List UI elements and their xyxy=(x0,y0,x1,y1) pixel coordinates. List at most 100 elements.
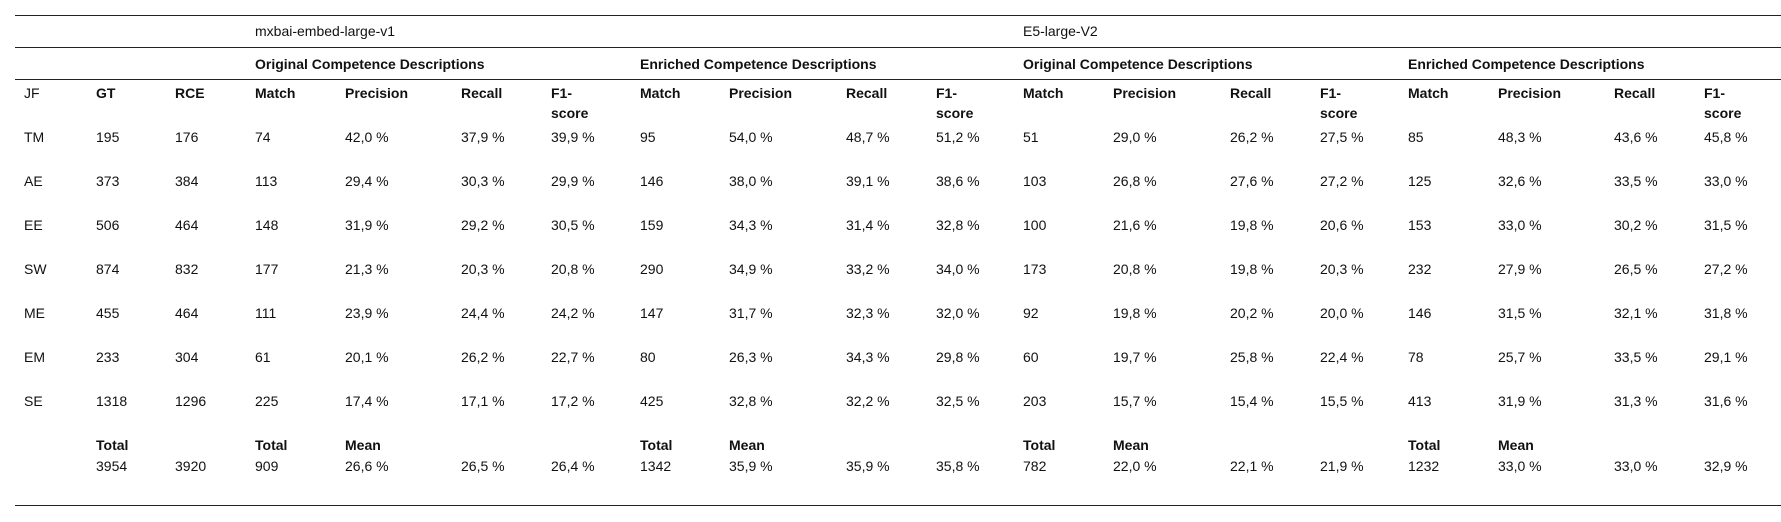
table-cell: 27,5 % xyxy=(1320,129,1364,145)
table-cell: 39,9 % xyxy=(551,129,595,145)
table-cell: 26,2 % xyxy=(461,349,505,365)
table-cell: 20,1 % xyxy=(345,349,389,365)
table-cell: 19,8 % xyxy=(1230,261,1274,277)
column-header: Match xyxy=(640,85,681,101)
table-cell: 31,3 % xyxy=(1614,393,1658,409)
table-cell: 20,8 % xyxy=(1113,261,1157,277)
summary-label: Mean xyxy=(1113,437,1149,453)
model-label-mxbai: mxbai-embed-large-v1 xyxy=(255,23,396,39)
table-cell: 21,3 % xyxy=(345,261,389,277)
table-cell: 177 xyxy=(255,261,279,277)
table-cell: 15,4 % xyxy=(1230,393,1274,409)
summary-cell: 1342 xyxy=(640,458,672,474)
table-cell: 464 xyxy=(175,217,199,233)
column-header: Precision xyxy=(1113,85,1177,101)
table-cell: 39,1 % xyxy=(846,173,890,189)
summary-label: Total xyxy=(255,437,288,453)
table-cell: 22,4 % xyxy=(1320,349,1364,365)
table-cell: 31,8 % xyxy=(1704,305,1748,321)
table-cell: 26,8 % xyxy=(1113,173,1157,189)
table-cell: 29,1 % xyxy=(1704,349,1748,365)
table-cell: 384 xyxy=(175,173,199,189)
table-cell: 24,4 % xyxy=(461,305,505,321)
table-cell: 1318 xyxy=(96,393,128,409)
table-cell: 17,2 % xyxy=(551,393,595,409)
summary-cell: 22,0 % xyxy=(1113,458,1157,474)
table-cell: 31,9 % xyxy=(1498,393,1542,409)
summary-cell: 32,9 % xyxy=(1704,458,1748,474)
row-label: EM xyxy=(24,349,45,365)
summary-label: Total xyxy=(1408,437,1441,453)
model-label-e5: E5-large-V2 xyxy=(1023,23,1098,39)
table-cell: 32,1 % xyxy=(1614,305,1658,321)
table-cell: 304 xyxy=(175,349,199,365)
column-header: JF xyxy=(24,85,40,101)
table-cell: 38,0 % xyxy=(729,173,773,189)
rule-bottom xyxy=(15,505,1781,506)
table-cell: 373 xyxy=(96,173,120,189)
table-cell: 51,2 % xyxy=(936,129,980,145)
summary-label: Mean xyxy=(729,437,765,453)
table-cell: 38,6 % xyxy=(936,173,980,189)
table-cell: 74 xyxy=(255,129,271,145)
column-header: Recall xyxy=(1614,85,1656,101)
table-cell: 80 xyxy=(640,349,656,365)
table-cell: 100 xyxy=(1023,217,1047,233)
summary-cell: 1232 xyxy=(1408,458,1440,474)
table-cell: 25,7 % xyxy=(1498,349,1542,365)
column-header: Recall xyxy=(461,85,503,101)
table-cell: 33,2 % xyxy=(846,261,890,277)
table-cell: 34,3 % xyxy=(729,217,773,233)
table-cell: 203 xyxy=(1023,393,1047,409)
column-header: Match xyxy=(1023,85,1064,101)
row-label: SW xyxy=(24,261,47,277)
row-label: TM xyxy=(24,129,45,145)
table-cell: 25,8 % xyxy=(1230,349,1274,365)
table-cell: 146 xyxy=(1408,305,1432,321)
table-cell: 464 xyxy=(175,305,199,321)
table-cell: 176 xyxy=(175,129,199,145)
row-label: ME xyxy=(24,305,45,321)
table-cell: 60 xyxy=(1023,349,1039,365)
summary-cell: 3920 xyxy=(175,458,207,474)
table-cell: 26,5 % xyxy=(1614,261,1658,277)
table-cell: 31,5 % xyxy=(1498,305,1542,321)
column-header: Precision xyxy=(729,85,793,101)
table-cell: 51 xyxy=(1023,129,1039,145)
column-header: F1-score xyxy=(936,85,974,121)
table-cell: 30,2 % xyxy=(1614,217,1658,233)
table-cell: 20,0 % xyxy=(1320,305,1364,321)
table-cell: 42,0 % xyxy=(345,129,389,145)
table-cell: 29,8 % xyxy=(936,349,980,365)
table-cell: 32,3 % xyxy=(846,305,890,321)
table-cell: 147 xyxy=(640,305,664,321)
table-cell: 43,6 % xyxy=(1614,129,1658,145)
summary-label: Total xyxy=(640,437,673,453)
table-cell: 34,9 % xyxy=(729,261,773,277)
table-cell: 173 xyxy=(1023,261,1047,277)
column-header: Recall xyxy=(1230,85,1272,101)
summary-label: Total xyxy=(96,437,129,453)
table-cell: 15,7 % xyxy=(1113,393,1157,409)
table-cell: 32,2 % xyxy=(846,393,890,409)
table-cell: 31,7 % xyxy=(729,305,773,321)
table-cell: 874 xyxy=(96,261,120,277)
table-cell: 34,0 % xyxy=(936,261,980,277)
table-cell: 19,8 % xyxy=(1113,305,1157,321)
table-cell: 195 xyxy=(96,129,120,145)
table-cell: 146 xyxy=(640,173,664,189)
table-cell: 19,8 % xyxy=(1230,217,1274,233)
summary-cell: 22,1 % xyxy=(1230,458,1274,474)
table-cell: 95 xyxy=(640,129,656,145)
row-label: SE xyxy=(24,393,43,409)
table-cell: 32,5 % xyxy=(936,393,980,409)
column-header: Match xyxy=(1408,85,1449,101)
summary-cell: 26,6 % xyxy=(345,458,389,474)
table-cell: 20,3 % xyxy=(461,261,505,277)
table-cell: 15,5 % xyxy=(1320,393,1364,409)
table-cell: 111 xyxy=(255,305,277,321)
group-label: Original Competence Descriptions xyxy=(1023,56,1253,72)
table-cell: 29,2 % xyxy=(461,217,505,233)
table-cell: 290 xyxy=(640,261,664,277)
